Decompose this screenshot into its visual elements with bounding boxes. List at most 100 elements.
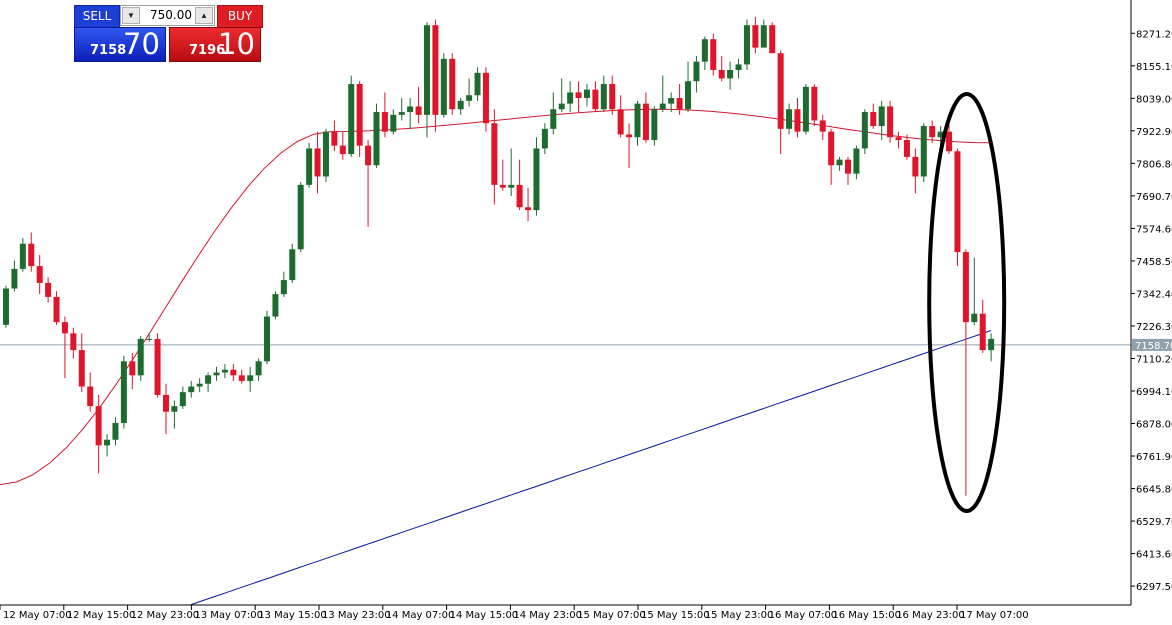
candle-body — [718, 70, 725, 79]
buy-price-button[interactable]: 7196 10 — [169, 27, 261, 62]
candle-body — [920, 126, 927, 177]
candle-body — [171, 406, 178, 412]
candle-body — [415, 106, 422, 115]
volume-value[interactable]: 750.00 — [150, 8, 192, 22]
candle-body — [937, 131, 944, 138]
candle-body — [777, 53, 784, 129]
price-tick-label: 6645.80 — [1136, 485, 1172, 496]
volume-input[interactable]: ▼ 750.00 ▲ — [120, 5, 215, 26]
candle-body — [668, 98, 675, 104]
candle-body — [828, 131, 835, 166]
moving-averages — [0, 108, 992, 606]
candle-body — [525, 207, 532, 211]
candle-body — [752, 25, 759, 48]
candle-body — [491, 123, 498, 185]
volume-increase-icon[interactable]: ▲ — [195, 7, 213, 24]
price-tick-label: 6761.90 — [1136, 452, 1172, 463]
candle-body — [129, 361, 136, 376]
price-tick-label: 8039.00 — [1136, 94, 1172, 105]
candle-body — [962, 252, 969, 323]
candle-body — [760, 25, 767, 48]
price-tick-label: 7806.80 — [1136, 159, 1172, 170]
candle-body — [878, 106, 885, 127]
candle-body — [331, 131, 338, 146]
price-axis: 8271.20 8155.10 8039.00 7922.90 7806.80 7690.… — [1130, 0, 1172, 605]
price-tick-label: 7574.60 — [1136, 224, 1172, 235]
sell-price-prefix: 7158 — [90, 43, 127, 58]
candle-body — [802, 86, 809, 132]
candle-body — [154, 338, 161, 395]
candle-body — [979, 313, 986, 351]
candle-body — [516, 184, 523, 208]
candle-body — [3, 288, 9, 325]
candle-body — [550, 109, 557, 129]
candle-body — [381, 112, 388, 132]
candle-body — [861, 112, 868, 149]
candle-body — [53, 296, 60, 323]
candle-body — [634, 103, 641, 138]
price-tick-label: 7458.50 — [1136, 257, 1172, 268]
candle-body — [794, 109, 801, 132]
candle-body — [870, 112, 877, 127]
candle-body — [819, 120, 826, 132]
candle-body — [659, 103, 666, 110]
time-tick-label: 14 May 23:00 — [513, 610, 582, 621]
price-tick-label: 7922.90 — [1136, 127, 1172, 138]
ma-fast-line — [0, 108, 992, 486]
price-tick-label: 6878.00 — [1136, 420, 1172, 431]
candle-body — [28, 243, 35, 267]
sell-price-pips: 70 — [123, 27, 160, 61]
candle-body — [196, 383, 203, 387]
annotation-ellipse — [927, 92, 1007, 513]
candle-body — [769, 25, 776, 54]
candle-body — [230, 369, 237, 376]
candle-body — [188, 386, 195, 393]
sell-price-button[interactable]: 7158 70 — [74, 27, 166, 62]
candle-body — [912, 156, 919, 177]
time-tick-label: 12 May 23:00 — [131, 610, 200, 621]
price-tick-label: 8271.20 — [1136, 29, 1172, 40]
time-tick-label: 16 May 23:00 — [896, 610, 965, 621]
volume-decrease-icon[interactable]: ▼ — [122, 7, 140, 24]
candle-body — [727, 70, 734, 79]
candle-body — [558, 103, 565, 110]
candle-body — [306, 148, 313, 185]
time-tick-label: 16 May 07:00 — [769, 610, 838, 621]
candle-body — [137, 338, 144, 376]
candle-body — [971, 313, 978, 323]
candle-body — [887, 106, 894, 138]
candle-body — [449, 58, 456, 110]
buy-price-prefix: 7196 — [189, 43, 226, 58]
candle-body — [162, 394, 169, 412]
time-tick-label: 15 May 15:00 — [641, 610, 710, 621]
candle-body — [120, 361, 127, 423]
candle-body — [786, 109, 793, 129]
candle-body — [314, 148, 321, 177]
price-tick-label: 6413.60 — [1136, 550, 1172, 561]
candle-body — [929, 126, 936, 138]
plot-area — [0, 0, 1131, 605]
current-price-badge — [1132, 338, 1172, 351]
sell-button[interactable]: SELL — [74, 5, 120, 28]
candle-body — [280, 280, 287, 295]
candle-body — [45, 282, 52, 297]
candles — [3, 16, 995, 496]
candle-body — [407, 106, 414, 113]
buy-button[interactable]: BUY — [217, 5, 263, 28]
time-tick-label: 14 May 15:00 — [450, 610, 519, 621]
candle-body — [272, 294, 279, 317]
plot-background — [0, 0, 1131, 605]
price-tick-label: 6994.10 — [1136, 387, 1172, 398]
time-tick-label: 16 May 15:00 — [832, 610, 901, 621]
candle-body — [205, 375, 212, 384]
candle-body — [575, 92, 582, 99]
candle-body — [112, 422, 119, 440]
candle-body — [541, 128, 548, 149]
candle-body — [238, 375, 245, 381]
candle-body — [533, 148, 540, 211]
candle-body — [811, 86, 818, 121]
time-tick-label: 14 May 07:00 — [386, 610, 455, 621]
candle-body — [70, 333, 77, 351]
